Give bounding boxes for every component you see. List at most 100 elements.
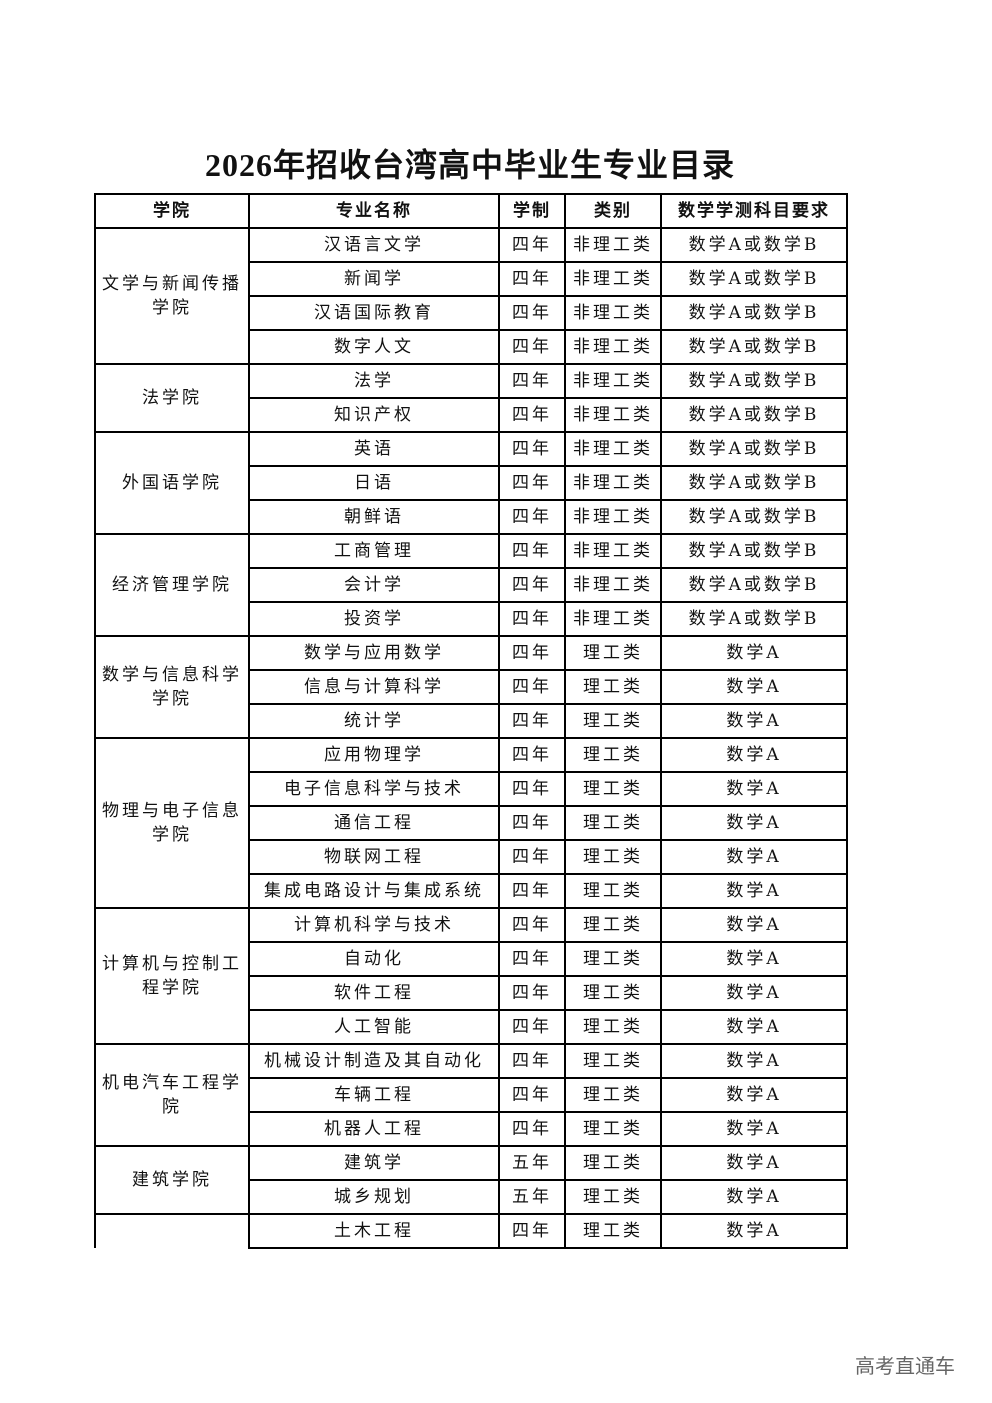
category-cell: 非理工类 xyxy=(564,533,662,569)
category-cell: 理工类 xyxy=(564,771,662,807)
table-row: 机器人工程 四年 理工类 数学A xyxy=(95,1111,848,1147)
table-row: 物联网工程 四年 理工类 数学A xyxy=(95,839,848,875)
duration-cell: 五年 xyxy=(498,1145,566,1181)
duration-cell: 四年 xyxy=(498,907,566,943)
major-name-cell: 朝鲜语 xyxy=(248,499,500,535)
duration-cell: 四年 xyxy=(498,975,566,1011)
math-requirement-cell: 数学A xyxy=(660,941,848,977)
page-title: 2026年招收台湾高中毕业生专业目录 xyxy=(204,147,735,183)
duration-cell: 四年 xyxy=(498,601,566,637)
major-name-cell: 数学与应用数学 xyxy=(248,635,500,671)
header-duration: 学制 xyxy=(498,193,566,229)
major-name-cell: 物联网工程 xyxy=(248,839,500,875)
category-cell: 理工类 xyxy=(564,635,662,671)
table-row: 自动化 四年 理工类 数学A xyxy=(95,941,848,977)
math-requirement-cell: 数学A xyxy=(660,703,848,739)
table-row: 机电汽车工程学院 机械设计制造及其自动化 四年 理工类 数学A xyxy=(94,1043,848,1147)
table-row: 汉语国际教育 四年 非理工类 数学A或数学B xyxy=(95,295,848,331)
major-name-cell: 汉语言文学 xyxy=(248,227,500,263)
table-row: 信息与计算科学 四年 理工类 数学A xyxy=(95,669,848,705)
table-row: 法学院 法学 四年 非理工类 数学A或数学B xyxy=(94,363,848,433)
math-requirement-cell: 数学A xyxy=(660,635,848,671)
math-requirement-cell: 数学A或数学B xyxy=(660,397,848,433)
duration-cell: 四年 xyxy=(498,261,566,297)
college-cell: 外国语学院 xyxy=(94,431,250,535)
major-name-cell: 投资学 xyxy=(248,601,500,637)
major-name-cell: 人工智能 xyxy=(248,1009,500,1045)
major-name-cell: 集成电路设计与集成系统 xyxy=(248,873,500,909)
duration-cell: 四年 xyxy=(498,567,566,603)
major-name-cell: 软件工程 xyxy=(248,975,500,1011)
category-cell: 非理工类 xyxy=(564,295,662,331)
category-cell: 理工类 xyxy=(564,805,662,841)
math-requirement-cell: 数学A xyxy=(660,1043,848,1079)
math-requirement-cell: 数学A或数学B xyxy=(660,431,848,467)
major-name-cell: 计算机科学与技术 xyxy=(248,907,500,943)
header-math-requirement: 数学学测科目要求 xyxy=(660,193,848,229)
category-cell: 理工类 xyxy=(564,941,662,977)
math-requirement-cell: 数学A xyxy=(660,771,848,807)
category-cell: 理工类 xyxy=(564,1043,662,1079)
major-name-cell: 自动化 xyxy=(248,941,500,977)
table-header-row: 学院 专业名称 学制 类别 数学学测科目要求 xyxy=(94,193,848,229)
category-cell: 非理工类 xyxy=(564,499,662,535)
major-name-cell: 信息与计算科学 xyxy=(248,669,500,705)
duration-cell: 四年 xyxy=(498,227,566,263)
category-cell: 理工类 xyxy=(564,1009,662,1045)
category-cell: 理工类 xyxy=(564,1111,662,1147)
category-cell: 非理工类 xyxy=(564,397,662,433)
major-name-cell: 会计学 xyxy=(248,567,500,603)
table-row: 日语 四年 非理工类 数学A或数学B xyxy=(95,465,848,501)
college-cell: 建筑学院 xyxy=(94,1145,250,1215)
duration-cell: 四年 xyxy=(498,737,566,773)
college-cell xyxy=(94,1213,250,1248)
duration-cell: 四年 xyxy=(498,1043,566,1079)
table-row: 建筑学院 建筑学 五年 理工类 数学A xyxy=(94,1145,848,1215)
duration-cell: 四年 xyxy=(498,805,566,841)
category-cell: 理工类 xyxy=(564,1077,662,1113)
college-cell: 计算机与控制工程学院 xyxy=(94,907,250,1045)
table-row: 文学与新闻传播学院 汉语言文学 四年 非理工类 数学A或数学B xyxy=(94,227,848,365)
math-requirement-cell: 数学A xyxy=(660,737,848,773)
category-cell: 非理工类 xyxy=(564,465,662,501)
major-name-cell: 土木工程 xyxy=(248,1213,500,1249)
table-row: 知识产权 四年 非理工类 数学A或数学B xyxy=(95,397,848,433)
math-requirement-cell: 数学A xyxy=(660,975,848,1011)
major-name-cell: 工商管理 xyxy=(248,533,500,569)
college-cell: 经济管理学院 xyxy=(94,533,250,637)
major-name-cell: 应用物理学 xyxy=(248,737,500,773)
category-cell: 非理工类 xyxy=(564,363,662,399)
college-cell: 法学院 xyxy=(94,363,250,433)
header-major: 专业名称 xyxy=(248,193,500,229)
category-cell: 理工类 xyxy=(564,839,662,875)
major-name-cell: 通信工程 xyxy=(248,805,500,841)
math-requirement-cell: 数学A或数学B xyxy=(660,601,848,637)
duration-cell: 四年 xyxy=(498,635,566,671)
category-cell: 理工类 xyxy=(564,1145,662,1181)
category-cell: 理工类 xyxy=(564,737,662,773)
category-cell: 非理工类 xyxy=(564,601,662,637)
duration-cell: 四年 xyxy=(498,703,566,739)
table-row: 朝鲜语 四年 非理工类 数学A或数学B xyxy=(95,499,848,535)
duration-cell: 四年 xyxy=(498,431,566,467)
table-row: 会计学 四年 非理工类 数学A或数学B xyxy=(95,567,848,603)
table-row: 投资学 四年 非理工类 数学A或数学B xyxy=(95,601,848,637)
math-requirement-cell: 数学A或数学B xyxy=(660,227,848,263)
math-requirement-cell: 数学A xyxy=(660,1145,848,1181)
header-category: 类别 xyxy=(564,193,662,229)
table-row: 外国语学院 英语 四年 非理工类 数学A或数学B xyxy=(94,431,848,535)
duration-cell: 四年 xyxy=(498,1213,566,1249)
major-name-cell: 汉语国际教育 xyxy=(248,295,500,331)
math-requirement-cell: 数学A xyxy=(660,1213,848,1249)
major-name-cell: 车辆工程 xyxy=(248,1077,500,1113)
category-cell: 非理工类 xyxy=(564,329,662,365)
duration-cell: 四年 xyxy=(498,941,566,977)
math-requirement-cell: 数学A xyxy=(660,1009,848,1045)
category-cell: 理工类 xyxy=(564,873,662,909)
category-cell: 非理工类 xyxy=(564,227,662,263)
math-requirement-cell: 数学A或数学B xyxy=(660,363,848,399)
table-row: 计算机与控制工程学院 计算机科学与技术 四年 理工类 数学A xyxy=(94,907,848,1045)
math-requirement-cell: 数学A或数学B xyxy=(660,499,848,535)
math-requirement-cell: 数学A xyxy=(660,805,848,841)
table-row: 车辆工程 四年 理工类 数学A xyxy=(95,1077,848,1113)
